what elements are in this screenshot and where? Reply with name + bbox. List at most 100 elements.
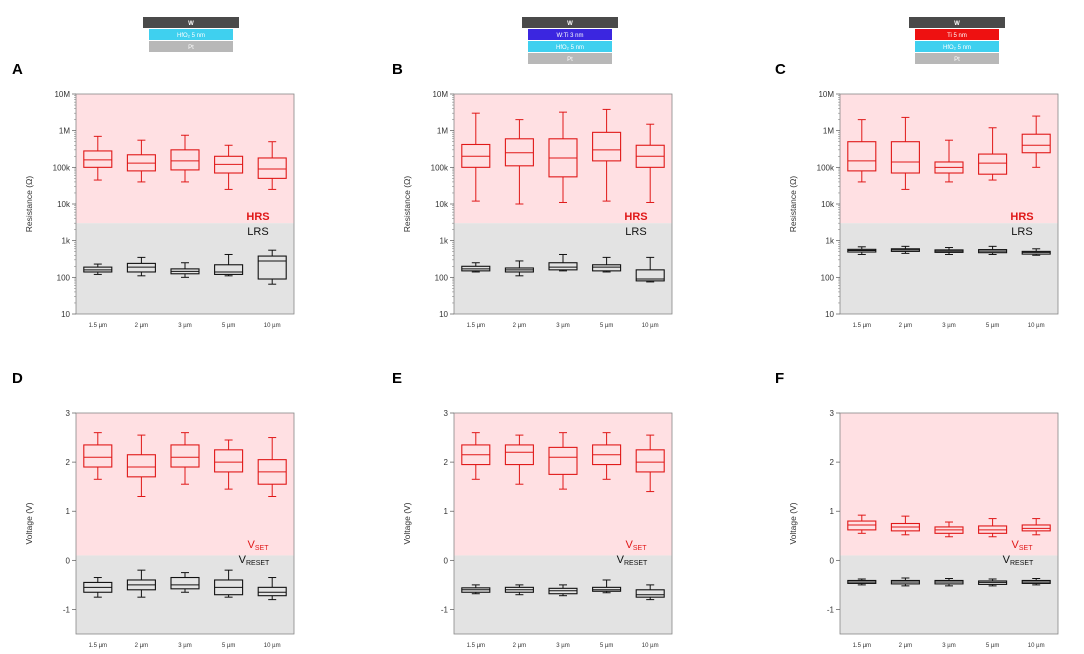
stack-layer-1	[909, 17, 1005, 28]
box-iqr	[504, 444, 534, 466]
high-box-5	[635, 434, 665, 493]
y-tick-label: 10k	[821, 200, 835, 209]
box-iqr	[635, 589, 665, 598]
low-box-3	[548, 584, 578, 597]
high-box-2	[126, 139, 156, 183]
plot-frame	[453, 412, 673, 635]
y-tick-label: 3	[444, 409, 449, 418]
high-box-3	[934, 521, 964, 538]
x-tick-label: 10 µm	[1028, 323, 1045, 329]
low-state-region	[840, 223, 1058, 314]
box-iqr	[257, 255, 287, 280]
y-tick-label: 3	[830, 409, 835, 418]
stack-layer-label: Pt	[567, 57, 573, 63]
x-tick-label: 3 µm	[942, 323, 955, 329]
stack-layer-1	[143, 17, 239, 28]
device-stacks: W HfO₂ 5 nm Pt W W:Ti 3 nm HfO₂ 5 nm Pt W Ti 5 n…	[143, 17, 1005, 64]
panel-b: B 10 100 1k 10k 100k 1M 10M Resistance (Ω) 1.5 µm…	[392, 61, 673, 329]
x-tick-label: 5 µm	[222, 643, 235, 649]
x-tick-label: 1.5 µm	[467, 643, 485, 649]
high-box-1	[461, 112, 491, 202]
low-state-annotation: VRESET	[617, 554, 648, 567]
high-state-annotation: VSET	[248, 539, 270, 552]
annotation-subscript: SET	[1019, 545, 1033, 552]
high-box-1	[83, 432, 113, 480]
y-tick-label: 10k	[57, 200, 71, 209]
x-tick-label: 10 µm	[264, 323, 281, 329]
high-box-5	[1021, 518, 1051, 536]
y-tick-label: 1M	[437, 127, 448, 136]
stack-layer-4	[528, 53, 612, 64]
low-box-2	[504, 584, 534, 596]
y-tick-label: -1	[441, 605, 449, 614]
stack-layer-label: Pt	[954, 57, 960, 63]
low-box-4	[592, 579, 622, 594]
low-box-1	[847, 578, 877, 586]
x-tick-label: 3 µm	[556, 643, 569, 649]
box-iqr	[257, 157, 287, 179]
high-box-5	[1021, 115, 1051, 168]
stack-layer-4	[915, 53, 999, 64]
low-box-4	[978, 245, 1008, 255]
high-state-annotation: HRS	[624, 211, 647, 223]
x-tick-label: 1.5 µm	[467, 323, 485, 329]
low-box-5	[1021, 248, 1051, 256]
high-box-4	[592, 108, 622, 202]
stack-layer-label: W	[954, 21, 960, 27]
high-box-4	[978, 518, 1008, 538]
box-iqr	[214, 264, 244, 275]
y-tick-label: 0	[66, 556, 71, 565]
low-box-2	[504, 260, 534, 277]
high-box-4	[214, 439, 244, 490]
plot-frame	[839, 412, 1059, 635]
x-tick-label: 3 µm	[556, 323, 569, 329]
stack-layer-label: HfO₂ 5 nm	[556, 45, 584, 51]
low-box-2	[126, 569, 156, 598]
stack-layer-label: HfO₂ 5 nm	[943, 45, 971, 51]
panel-d: D -1 0 1 2 3 Voltage (V) 1.5 µm 2 µm 3 µm 5 µm 10 µ…	[12, 370, 295, 649]
box-iqr	[126, 262, 156, 273]
box-iqr	[635, 269, 665, 282]
low-box-3	[548, 253, 578, 272]
high-box-3	[548, 111, 578, 203]
low-box-4	[214, 569, 244, 598]
stack-layer-label: W:Ti 3 nm	[556, 33, 583, 39]
box-iqr	[83, 444, 113, 468]
low-state-annotation: VRESET	[239, 554, 270, 567]
y-tick-label: 1	[66, 507, 71, 516]
x-tick-label: 1.5 µm	[853, 323, 871, 329]
low-box-3	[170, 262, 200, 278]
y-tick-label: 100k	[817, 163, 835, 172]
stack-a: W HfO₂ 5 nm Pt	[143, 17, 239, 52]
x-tick-label: 10 µm	[1028, 643, 1045, 649]
x-tick-label: 2 µm	[899, 323, 912, 329]
box-iqr	[847, 141, 877, 172]
y-tick-label: -1	[63, 605, 71, 614]
low-box-4	[978, 578, 1008, 587]
annotation-subscript: SET	[255, 545, 269, 552]
y-tick-label: 100	[435, 273, 449, 282]
y-tick-label: 1k	[62, 237, 71, 246]
stack-layer-3	[149, 41, 233, 52]
box-iqr	[1021, 133, 1051, 154]
high-box-2	[890, 515, 920, 536]
box-iqr	[592, 264, 622, 272]
low-box-3	[934, 247, 964, 255]
box-iqr	[170, 444, 200, 468]
y-axis-label: Voltage (V)	[24, 502, 34, 544]
y-tick-label: 10M	[818, 90, 834, 99]
stack-layer-3	[528, 41, 612, 52]
stack-layer-label: W	[567, 21, 573, 27]
x-tick-label: 10 µm	[642, 323, 659, 329]
high-box-3	[548, 432, 578, 490]
x-tick-label: 10 µm	[264, 643, 281, 649]
high-box-4	[592, 432, 622, 480]
high-state-annotation: HRS	[1010, 211, 1033, 223]
low-box-2	[890, 245, 920, 254]
annotation-subscript: RESET	[246, 560, 270, 567]
low-box-5	[635, 256, 665, 283]
y-axis-label: Resistance (Ω)	[24, 176, 34, 233]
y-tick-label: 10k	[435, 200, 449, 209]
low-box-1	[461, 262, 491, 273]
